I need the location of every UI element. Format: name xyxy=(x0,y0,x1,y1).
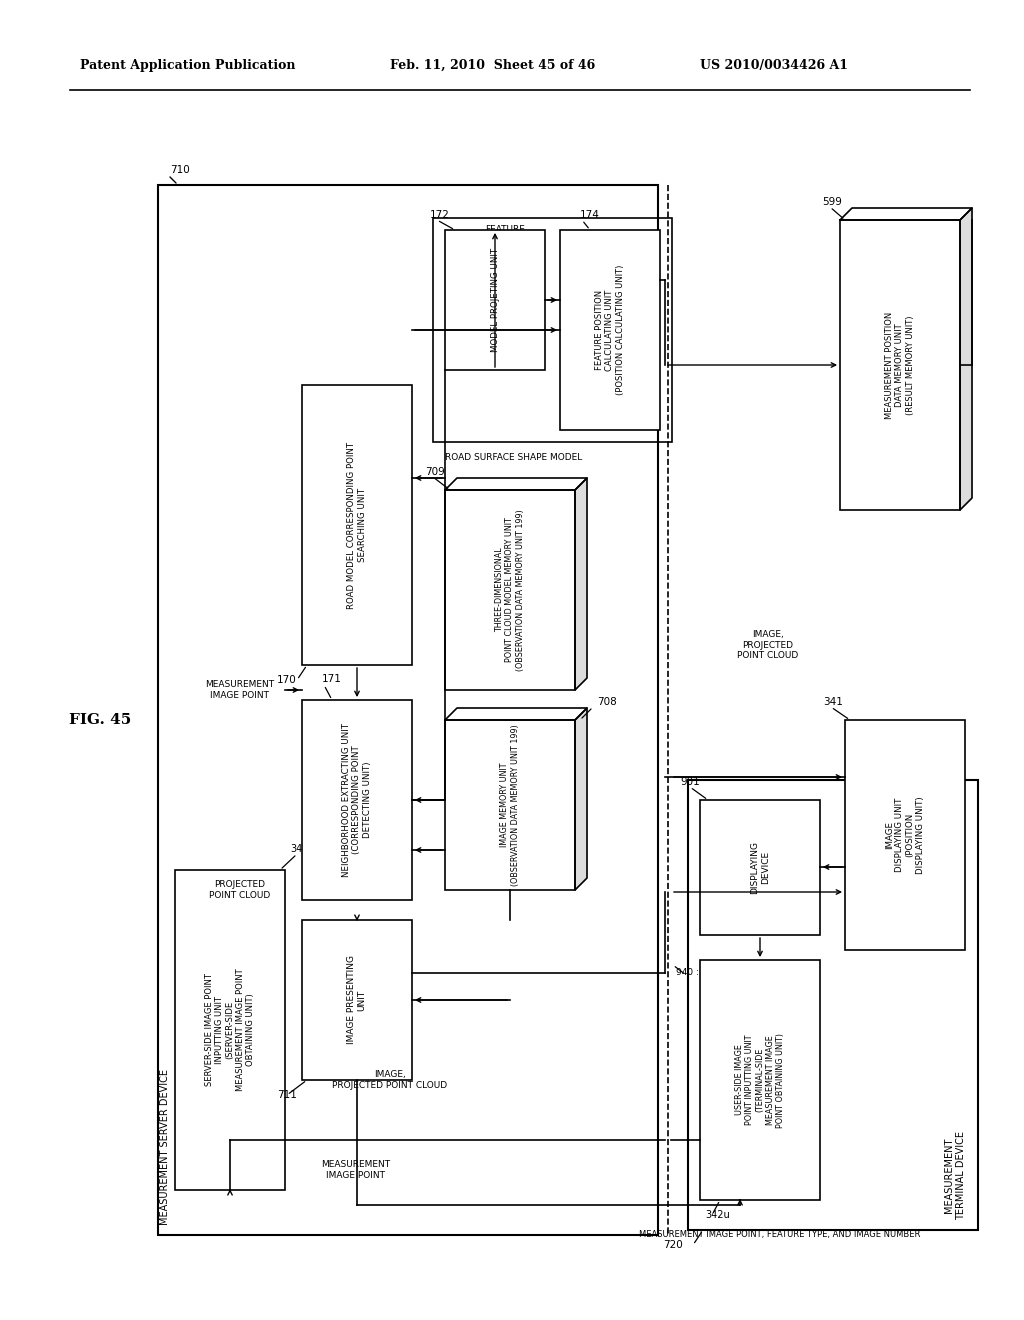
Text: MEASUREMENT POSITION
DATA MEMORY UNIT
(RESULT MEMORY UNIT): MEASUREMENT POSITION DATA MEMORY UNIT (R… xyxy=(885,312,914,418)
Bar xyxy=(302,700,412,900)
Text: 599: 599 xyxy=(822,197,842,207)
Text: ROAD MODEL CORRESPONDING POINT
SEARCHING UNIT: ROAD MODEL CORRESPONDING POINT SEARCHING… xyxy=(347,441,367,609)
Text: NEIGHBORHOOD EXTRACTING UNIT
(CORRESPONDING POINT
DETECTING UNIT): NEIGHBORHOOD EXTRACTING UNIT (CORRESPOND… xyxy=(342,723,372,876)
Text: 170: 170 xyxy=(278,675,297,685)
Text: MEASUREMENT
IMAGE POINT: MEASUREMENT IMAGE POINT xyxy=(206,680,274,700)
Text: FEATURE POSITION
CALCULATING UNIT
(POSITION CALCULATING UNIT): FEATURE POSITION CALCULATING UNIT (POSIT… xyxy=(595,265,625,395)
Bar xyxy=(158,185,658,1236)
Text: 710: 710 xyxy=(170,165,189,176)
Text: 342s: 342s xyxy=(290,843,313,854)
Text: FEATURE
POSITION: FEATURE POSITION xyxy=(483,226,526,244)
Bar xyxy=(845,719,965,950)
Bar xyxy=(302,385,412,665)
Text: SERVER-SIDE IMAGE POINT
INPUTTING UNIT
(SERVER-SIDE
MEASUREMENT IMAGE POINT
OBTA: SERVER-SIDE IMAGE POINT INPUTTING UNIT (… xyxy=(205,969,255,1092)
Text: 711: 711 xyxy=(278,1090,297,1100)
Text: 341: 341 xyxy=(823,697,843,708)
Bar xyxy=(302,920,412,1080)
Bar xyxy=(175,870,285,1191)
Text: 172: 172 xyxy=(430,210,450,220)
Text: IMAGE,
PROJECTED
POINT CLOUD: IMAGE, PROJECTED POINT CLOUD xyxy=(737,630,799,660)
Polygon shape xyxy=(961,209,972,510)
Polygon shape xyxy=(445,708,587,719)
Text: MEASUREMENT
TERMINAL DEVICE: MEASUREMENT TERMINAL DEVICE xyxy=(944,1131,966,1220)
Text: Patent Application Publication: Patent Application Publication xyxy=(80,58,296,71)
Text: 708: 708 xyxy=(597,697,616,708)
Text: 709: 709 xyxy=(425,467,444,477)
Bar xyxy=(445,230,545,370)
Text: IMAGE MEMORY UNIT
(OBSERVATION DATA MEMORY UNIT 199): IMAGE MEMORY UNIT (OBSERVATION DATA MEMO… xyxy=(501,725,520,886)
Bar xyxy=(700,960,820,1200)
Text: 901: 901 xyxy=(680,777,699,787)
Text: IMAGE,
PROJECTED POINT CLOUD: IMAGE, PROJECTED POINT CLOUD xyxy=(333,1071,447,1090)
Polygon shape xyxy=(445,478,587,490)
Text: THREE-DIMENSIONAL
POINT CLOUD MODEL MEMORY UNIT
(OBSERVATION DATA MEMORY UNIT 19: THREE-DIMENSIONAL POINT CLOUD MODEL MEMO… xyxy=(495,510,525,671)
Text: FIG. 45: FIG. 45 xyxy=(69,713,131,727)
Text: DISPLAYING
DEVICE: DISPLAYING DEVICE xyxy=(751,841,770,894)
Text: 940 : INTERNET: 940 : INTERNET xyxy=(676,968,746,977)
Text: Feb. 11, 2010  Sheet 45 of 46: Feb. 11, 2010 Sheet 45 of 46 xyxy=(390,58,595,71)
Bar xyxy=(445,490,575,690)
Text: ROAD SURFACE SHAPE MODEL: ROAD SURFACE SHAPE MODEL xyxy=(445,453,583,462)
Bar xyxy=(445,719,575,890)
Text: MEASUREMENT
IMAGE POINT: MEASUREMENT IMAGE POINT xyxy=(322,1160,390,1180)
Bar xyxy=(700,800,820,935)
Bar xyxy=(840,220,961,510)
Text: 342u: 342u xyxy=(705,1210,730,1220)
Text: 720: 720 xyxy=(664,1239,683,1250)
Text: US 2010/0034426 A1: US 2010/0034426 A1 xyxy=(700,58,848,71)
Text: MEASUREMENT IMAGE POINT, FEATURE TYPE, AND IMAGE NUMBER: MEASUREMENT IMAGE POINT, FEATURE TYPE, A… xyxy=(639,1230,921,1239)
Bar xyxy=(688,780,978,1230)
Text: USER-SIDE IMAGE
POINT INPUTTING UNIT
(TERMINAL-SIDE
MEASUREMENT IMAGE
POINT OBTA: USER-SIDE IMAGE POINT INPUTTING UNIT (TE… xyxy=(734,1032,785,1127)
Bar xyxy=(433,218,672,442)
Text: 174: 174 xyxy=(580,210,600,220)
Text: MEASUREMENT SERVER DEVICE: MEASUREMENT SERVER DEVICE xyxy=(160,1069,170,1225)
Text: PROJECTED
POINT CLOUD: PROJECTED POINT CLOUD xyxy=(209,880,270,900)
Polygon shape xyxy=(840,209,972,220)
Text: IMAGE PRESENTING
UNIT: IMAGE PRESENTING UNIT xyxy=(347,956,367,1044)
Bar xyxy=(560,230,660,430)
Polygon shape xyxy=(575,708,587,890)
Text: IMAGE
DISPLAYING UNIT
(POSITION
DISPLAYING UNIT): IMAGE DISPLAYING UNIT (POSITION DISPLAYI… xyxy=(885,796,925,874)
Text: MODEL PROJETING UNIT: MODEL PROJETING UNIT xyxy=(490,248,500,352)
Text: 171: 171 xyxy=(322,675,342,684)
Polygon shape xyxy=(575,478,587,690)
